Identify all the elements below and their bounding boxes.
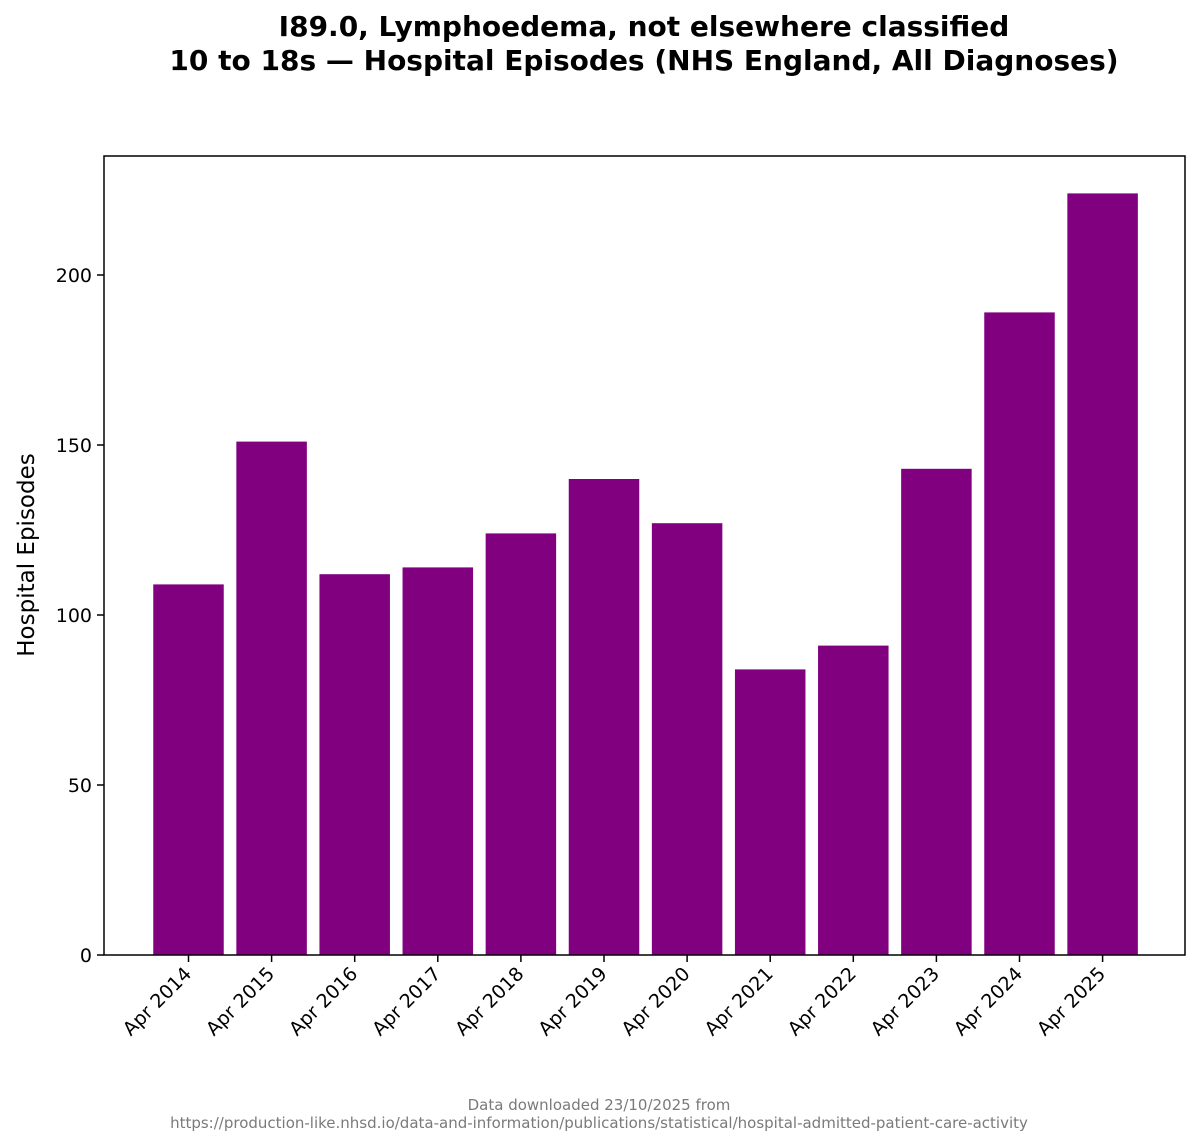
x-tick-label: Apr 2022 bbox=[784, 963, 861, 1040]
bar-apr-2022 bbox=[818, 645, 889, 955]
bar-apr-2017 bbox=[402, 567, 474, 955]
x-tick-label: Apr 2018 bbox=[451, 963, 528, 1040]
x-tick-label: Apr 2024 bbox=[950, 963, 1027, 1040]
x-tick-label: Apr 2023 bbox=[867, 963, 944, 1040]
x-tick-label: Apr 2020 bbox=[617, 963, 694, 1040]
x-tick-label: Apr 2025 bbox=[1033, 963, 1110, 1040]
bar-apr-2020 bbox=[651, 523, 723, 955]
x-tick-label: Apr 2015 bbox=[202, 963, 279, 1040]
chart-title-line-1: I89.0, Lymphoedema, not elsewhere classi… bbox=[279, 10, 1010, 43]
y-axis-label: Hospital Episodes bbox=[14, 453, 40, 656]
chart-title-line-2: 10 to 18s — Hospital Episodes (NHS Engla… bbox=[169, 44, 1118, 77]
x-tick-label: Apr 2021 bbox=[700, 963, 777, 1040]
x-tick-label: Apr 2016 bbox=[285, 963, 362, 1040]
bar-apr-2016 bbox=[319, 574, 390, 955]
y-tick-label: 50 bbox=[68, 775, 92, 797]
bar-apr-2015 bbox=[236, 441, 307, 956]
y-tick-label: 100 bbox=[56, 605, 92, 627]
y-tick-label: 0 bbox=[80, 945, 92, 967]
x-tick-label: Apr 2017 bbox=[368, 963, 445, 1040]
x-tick-label: Apr 2019 bbox=[534, 963, 611, 1040]
x-tick-label: Apr 2014 bbox=[119, 963, 196, 1040]
footer-source-line-2: https://production-like.nhsd.io/data-and… bbox=[170, 1114, 1028, 1132]
bar-apr-2021 bbox=[734, 669, 806, 955]
bar-apr-2019 bbox=[568, 479, 640, 955]
bar-apr-2023 bbox=[901, 468, 972, 955]
bar-apr-2014 bbox=[153, 584, 224, 955]
footer-source-line-1: Data downloaded 23/10/2025 from bbox=[468, 1096, 731, 1114]
bar-apr-2025 bbox=[1067, 193, 1138, 955]
y-tick-label: 200 bbox=[56, 265, 92, 287]
bars-group bbox=[153, 193, 1138, 956]
bar-apr-2018 bbox=[485, 533, 557, 955]
x-axis: Apr 2014 Apr 2015 Apr 2016 Apr 2017 Apr 2018… bbox=[119, 955, 1110, 1040]
y-axis: 0 50 100 150 200 bbox=[56, 265, 104, 967]
y-tick-label: 150 bbox=[56, 435, 92, 457]
plot-frame bbox=[103, 155, 1186, 956]
bar-apr-2024 bbox=[984, 312, 1055, 955]
